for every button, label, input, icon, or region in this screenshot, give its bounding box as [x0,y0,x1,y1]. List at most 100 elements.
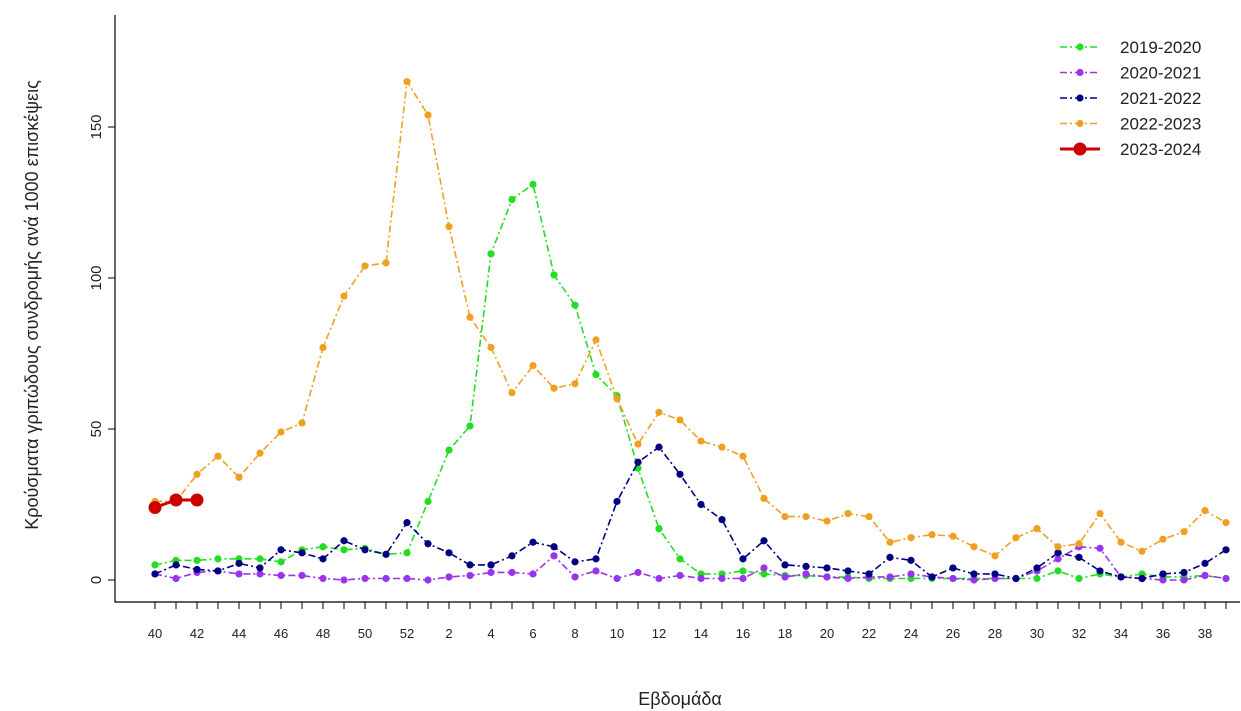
series-line [154,446,1227,580]
data-point [928,573,936,581]
data-point [634,568,642,577]
data-point [1075,553,1083,561]
data-point [277,571,285,580]
data-point [319,555,327,563]
data-point [340,546,348,554]
data-point [802,562,810,571]
data-point [718,516,726,524]
legend-label: 2019-2020 [1120,38,1201,57]
legend-label: 2022-2023 [1120,115,1201,134]
series-2023-2024 [148,493,204,515]
x-tick-label: 14 [694,626,708,641]
data-point [676,470,684,478]
data-point [697,574,705,583]
data-point [169,493,183,507]
data-point [907,534,915,542]
legend-swatch-point [1073,142,1087,156]
data-point [382,259,390,267]
data-point [1054,567,1062,575]
data-point [781,561,789,569]
data-point [1138,574,1146,583]
data-point [676,571,684,580]
data-point [298,549,306,557]
data-point [529,538,537,546]
legend-swatch-point [1076,43,1084,51]
data-point [1201,559,1209,567]
data-point [529,180,537,188]
data-point [991,570,999,578]
data-point [1033,564,1041,572]
data-point [403,78,411,86]
data-point [655,525,663,533]
data-point [613,574,621,583]
legend-label: 2023-2024 [1120,140,1201,159]
data-point [403,549,411,557]
x-tick-label: 16 [736,626,750,641]
data-point [1117,538,1125,546]
data-point [445,446,453,454]
series-line [154,545,1227,581]
data-point [466,571,474,580]
data-point [823,517,831,525]
data-point [193,470,201,478]
data-point [235,559,243,567]
data-point [1222,519,1230,527]
legend-item: 2021-2022 [1060,89,1201,108]
data-point [634,440,642,448]
data-point [613,395,621,403]
data-point [844,509,852,518]
x-tick-label: 52 [400,626,414,641]
data-point [403,519,411,527]
series-2022-2023 [151,78,1230,560]
y-tick-label: 100 [88,265,105,290]
x-tick-label: 18 [778,626,792,641]
x-tick-label: 8 [571,626,578,641]
data-point [487,561,495,569]
x-tick-label: 42 [190,626,204,641]
data-point [214,555,222,563]
x-tick-label: 32 [1072,626,1086,641]
data-point [193,556,201,564]
legend-item: 2020-2021 [1060,64,1201,83]
data-point [298,571,306,580]
data-point [550,543,558,551]
x-tick-label: 50 [358,626,372,641]
data-point [190,493,204,507]
data-point [1222,546,1230,554]
legend-swatch-point [1076,94,1084,102]
data-point [508,389,516,397]
data-point [1054,549,1062,557]
x-tick-label: 34 [1114,626,1128,641]
data-point [886,573,894,581]
data-point [361,546,369,554]
data-point [949,564,957,572]
data-point [1096,567,1104,575]
data-point [1054,543,1062,551]
y-tick-label: 0 [88,576,105,584]
data-point [487,568,495,577]
data-point [424,576,432,584]
data-point [886,553,894,561]
data-point [148,501,162,515]
data-point [571,380,579,388]
x-tick-label: 12 [652,626,666,641]
data-point [1096,509,1104,518]
data-point [1054,555,1062,563]
data-point [802,570,810,578]
data-point [739,574,747,583]
data-point [970,570,978,578]
data-point [235,570,243,578]
data-point [1075,574,1083,583]
data-point [235,473,243,481]
x-tick-label: 48 [316,626,330,641]
legend-item: 2022-2023 [1060,115,1201,134]
x-tick-label: 20 [820,626,834,641]
data-point [172,574,180,583]
data-point [1201,506,1209,515]
data-point [697,500,705,509]
data-point [760,564,768,572]
data-point [1180,528,1188,536]
data-point [1075,540,1083,548]
data-point [676,416,684,424]
